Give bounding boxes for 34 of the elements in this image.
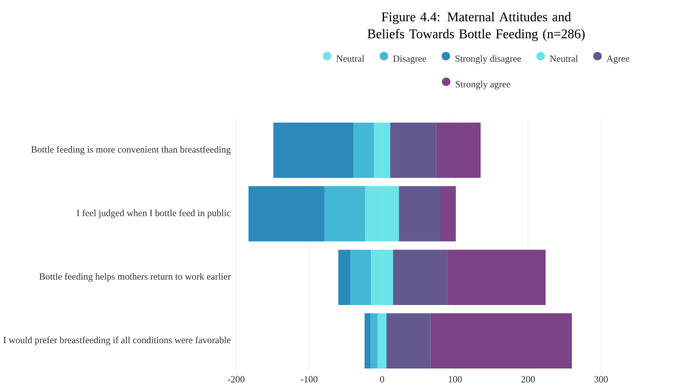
x-tick-label: 300 [594,376,608,383]
bar [386,313,430,369]
bar [273,122,354,178]
x-tick-label: 100 [448,376,462,383]
x-tick-label: 200 [521,376,535,383]
bar [248,186,324,242]
bar [350,250,372,306]
bar [364,313,370,369]
legend-label: Strongly agree [456,80,510,90]
bar [440,186,456,242]
legend-label: Agree [606,56,630,64]
y-tick-label: I would prefer breastfeeding if all conditions were favorable [3,336,230,346]
legend-label: Neutral [336,55,364,62]
bar [338,250,351,306]
y-tick-label: Bottle feeding is more convenient than breastfeeding [31,146,231,155]
bar [398,186,440,242]
y-tick-label: I feel judged when I bottle feed in public [76,210,231,218]
x-tick-label: -200 [228,376,244,383]
legend-label: Strongly disagree [456,55,521,64]
legend-label: Neutral [550,55,578,62]
bar [370,313,378,369]
bar [378,313,382,369]
chart-title: Figure 4.4: Maternal Attitudes and Beliefs Towards Bottle Feeding (n=286) [368,12,585,42]
bar [436,122,481,178]
legend-label: Disagree [393,56,426,64]
bar [354,122,374,178]
bar [390,122,436,178]
bar [447,250,546,306]
bar [324,186,366,242]
y-tick-label: Bottle feeding helps mothers return to work earlier [39,273,231,282]
x-tick-label: 0 [380,376,384,383]
bar [393,250,448,306]
bar [430,313,572,369]
x-tick-label: -100 [300,376,318,383]
